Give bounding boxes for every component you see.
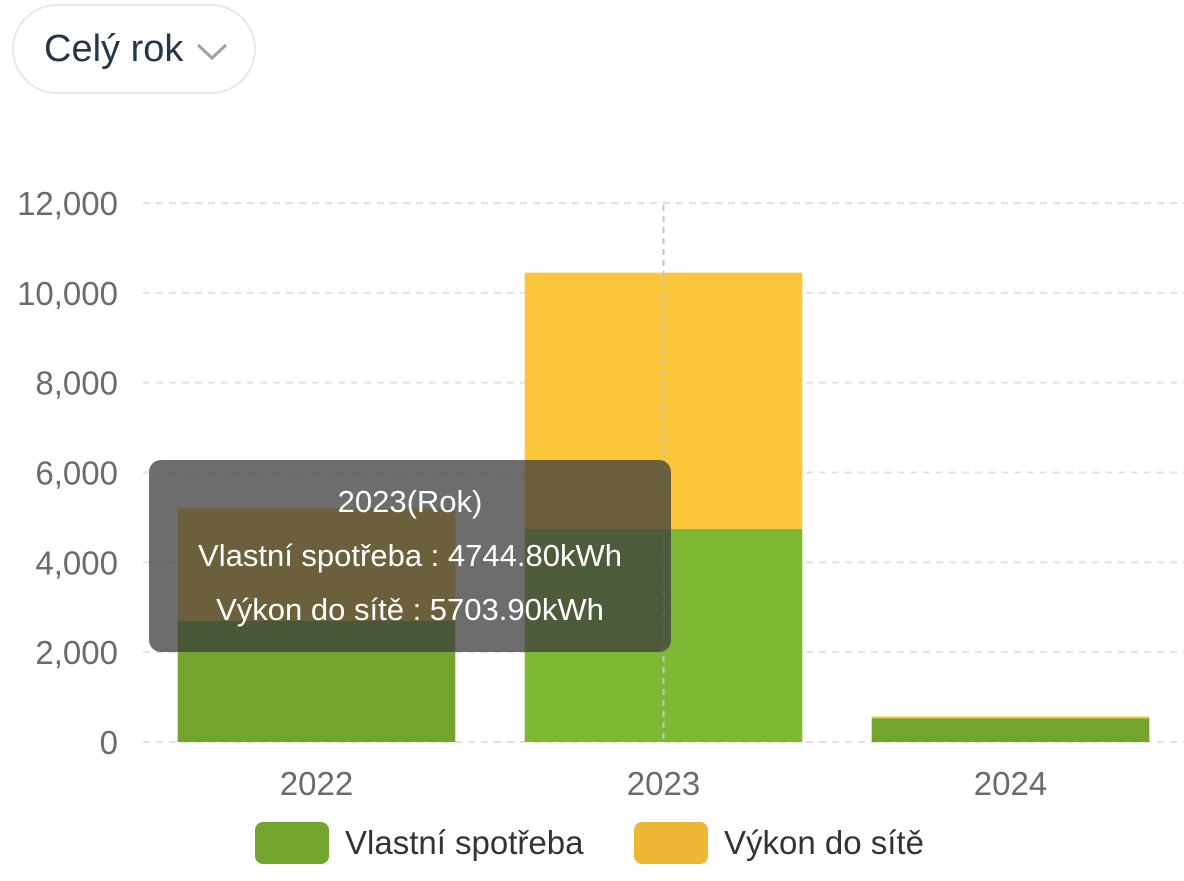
y-tick-label: 10,000 xyxy=(17,275,118,312)
tooltip-title: 2023(Rok) xyxy=(337,484,483,519)
tooltip-grid-feed: Výkon do sítě : 5703.90kWh xyxy=(216,592,604,627)
legend-swatch-grid-feed xyxy=(634,822,708,864)
chevron-down-icon xyxy=(197,43,228,61)
chart-legend: Vlastní spotřeba Výkon do sítě xyxy=(0,820,1184,870)
legend-swatch-self-consumption xyxy=(255,822,329,864)
y-tick-label: 8,000 xyxy=(35,365,118,402)
x-tick-label: 2022 xyxy=(280,765,353,802)
bar-self-consumption xyxy=(871,718,1150,742)
x-tick-label: 2023 xyxy=(627,765,700,802)
legend-label-self-consumption: Vlastní spotřeba xyxy=(345,824,584,861)
tooltip-self-consumption: Vlastní spotřeba : 4744.80kWh xyxy=(198,538,622,573)
legend-item-self-consumption[interactable]: Vlastní spotřeba xyxy=(255,820,583,866)
legend-item-grid-feed[interactable]: Výkon do sítě xyxy=(634,820,924,866)
bar-grid-feed xyxy=(871,716,1150,719)
y-tick-label: 12,000 xyxy=(17,185,118,222)
x-tick-label: 2024 xyxy=(974,765,1047,802)
y-tick-label: 6,000 xyxy=(35,455,118,492)
period-select-label: Celý rok xyxy=(44,27,184,70)
y-tick-label: 2,000 xyxy=(35,634,118,671)
period-select[interactable]: Celý rok xyxy=(12,4,256,94)
y-tick-label: 0 xyxy=(100,724,118,761)
stacked-bar-chart[interactable]: 0 2,000 4,000 6,000 8,000 10,000 12,000 2022 202… xyxy=(0,0,1184,810)
chart-tooltip: 2023(Rok) Vlastní spotřeba : 4744.80kWh … xyxy=(149,460,671,652)
legend-label-grid-feed: Výkon do sítě xyxy=(724,824,924,861)
y-tick-label: 4,000 xyxy=(35,544,118,581)
